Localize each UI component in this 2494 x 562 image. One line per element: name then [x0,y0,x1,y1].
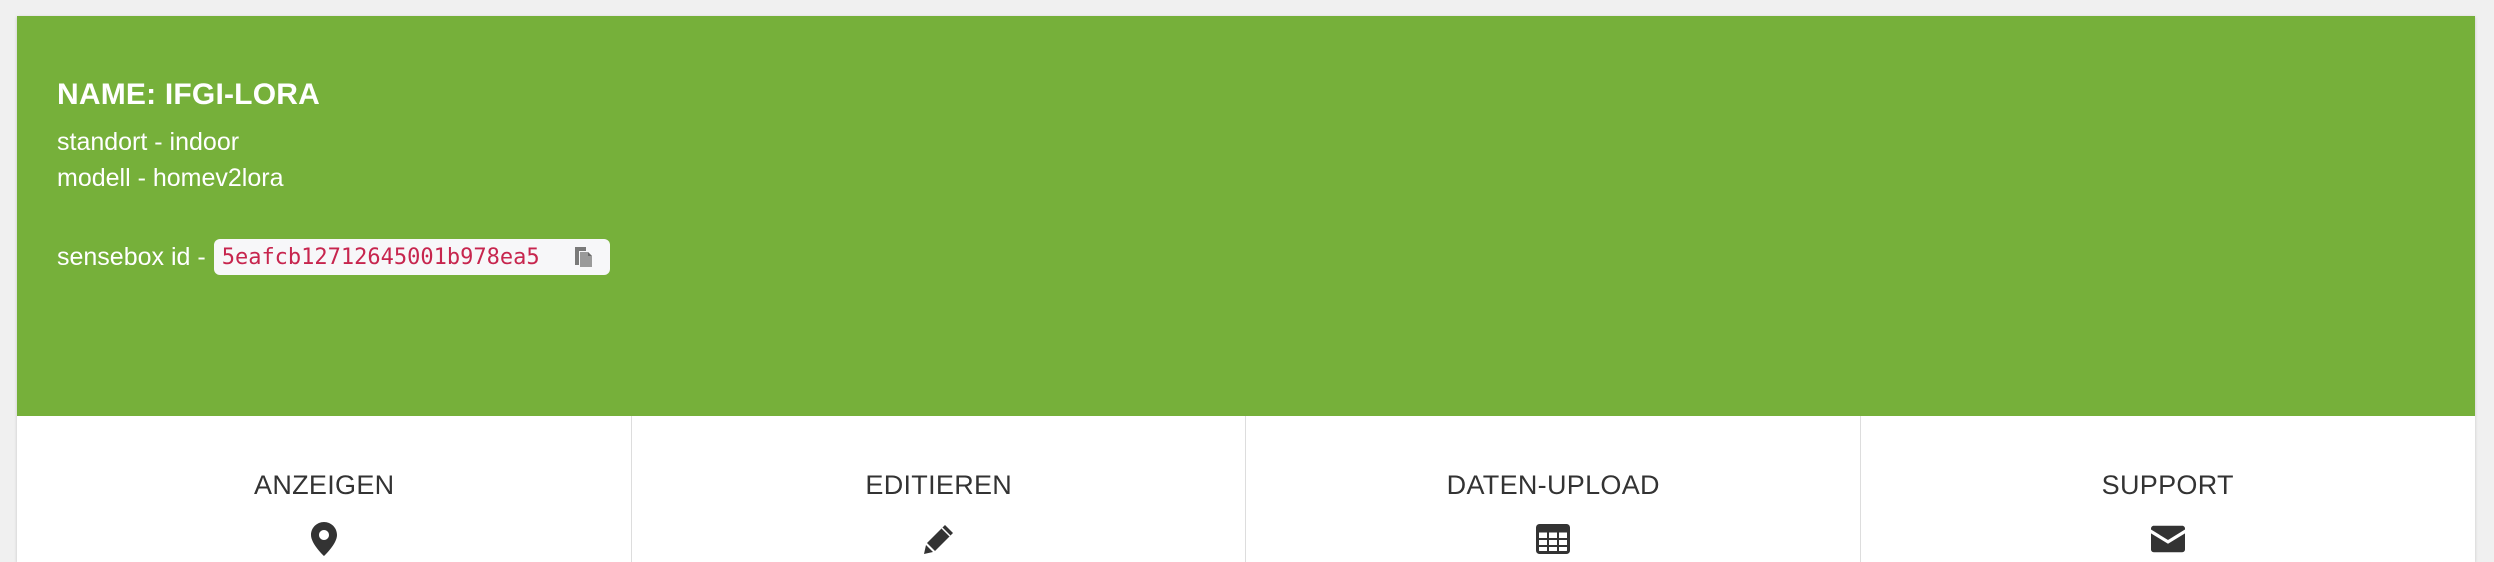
table-icon [1536,522,1571,556]
nav-item-editieren[interactable]: EDITIEREN [632,416,1247,562]
map-marker-icon [307,522,341,556]
nav-label-support: SUPPORT [2101,470,2234,500]
box-actions-nav: ANZEIGEN EDITIEREN DATEN-UPLOAD [17,416,2475,562]
sensebox-id-chip: 5eafcb12712645001b978ea5 [213,239,610,275]
sensebox-id-value[interactable]: 5eafcb12712645001b978ea5 [221,244,540,270]
copy-icon[interactable] [570,244,596,270]
nav-item-daten-upload[interactable]: DATEN-UPLOAD [1246,416,1861,562]
box-name-title: NAME: IFGI-LORA [57,78,320,111]
sensebox-card: NAME: IFGI-LORA standort - indoor modell… [17,16,2475,562]
nav-label-daten-upload: DATEN-UPLOAD [1446,470,1660,500]
box-model: modell - homev2lora [57,164,284,192]
nav-label-editieren: EDITIEREN [865,470,1013,500]
nav-label-anzeigen: ANZEIGEN [254,470,395,500]
sensebox-id-row: sensebox id - 5eafcb12712645001b978ea5 [57,238,610,276]
sensebox-header: NAME: IFGI-LORA standort - indoor modell… [17,16,2475,416]
envelope-icon [2150,522,2185,556]
nav-item-anzeigen[interactable]: ANZEIGEN [17,416,632,562]
box-location: standort - indoor [57,128,240,156]
nav-item-support[interactable]: SUPPORT [1861,416,2476,562]
pencil-icon [922,522,956,556]
sensebox-id-label: sensebox id - [57,242,206,271]
